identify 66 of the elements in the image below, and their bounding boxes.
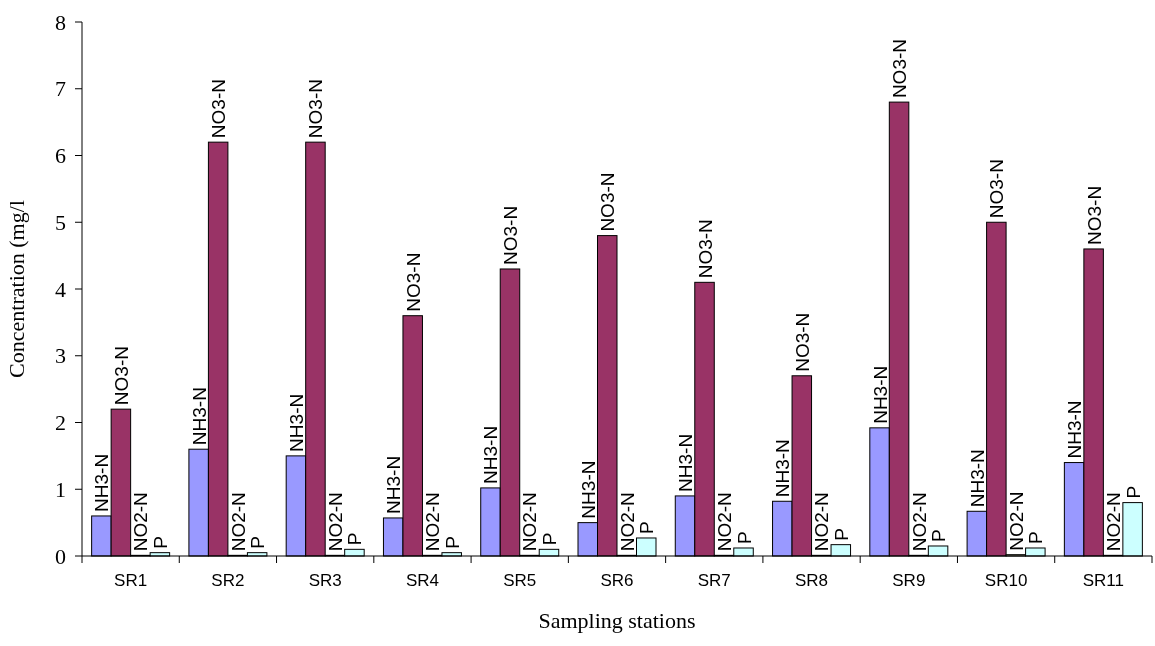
y-axis-title: Concentration (mg/l [4,200,29,378]
x-tick-label: SR10 [984,571,1028,590]
text: NO3-N [499,205,521,265]
y-tick-label: 6 [55,143,66,169]
text: P [1122,485,1144,499]
text: NO3-N [986,159,1008,219]
text: NO3-N [402,252,424,312]
x-tick-label: SR7 [697,571,731,590]
x-tick-label: SR3 [308,571,342,590]
y-tick-label: 7 [55,76,66,102]
text: P [344,532,366,546]
x-tick-label: SR6 [600,571,634,590]
text: NH3-N [188,387,210,446]
text: NO2-N [714,492,736,552]
text: NO2-N [1103,492,1125,552]
text: NH3-N [285,393,307,452]
text: NH3-N [1064,400,1086,459]
x-tick-label: SR2 [211,571,245,590]
text: NO2-N [227,492,249,552]
text: P [538,532,560,546]
text: NO2-N [130,492,152,552]
text: P [1025,531,1047,544]
y-tick-label: 8 [55,9,66,35]
text: NH3-N [383,455,405,514]
text: NO3-N [110,346,132,406]
y-tick-label: 3 [55,343,66,369]
text: NO3-N [791,312,813,372]
y-tick-label: 0 [55,543,66,569]
text: NO2-N [1005,491,1027,551]
text: NO3-N [208,79,230,139]
y-tick-label: 4 [55,276,66,302]
text: NO3-N [305,79,327,139]
text: NO2-N [811,492,833,552]
x-tick-label: SR11 [1082,571,1124,590]
text: NO2-N [422,492,444,552]
x-tick-label: SR5 [503,571,537,590]
text: P [830,527,852,541]
text: P [149,535,171,549]
text: NH3-N [772,439,794,498]
x-axis-title: Sampling stations [538,608,696,633]
text: NO2-N [908,492,930,552]
text: P [247,535,269,549]
x-tick-label: SR1 [114,571,148,590]
text: P [733,531,755,544]
x-tick-label: SR4 [405,571,439,590]
text: NO3-N [1083,185,1105,245]
text: NH3-N [480,425,502,484]
y-tick-label: 2 [55,410,66,436]
text: NO3-N [889,38,911,99]
text: NO2-N [324,492,346,552]
text: NH3-N [966,449,988,508]
text: NO2-N [519,492,541,552]
text: NO2-N [616,492,638,552]
y-tick-label: 5 [55,209,66,235]
text: NH3-N [577,460,599,519]
text: NO3-N [694,219,716,279]
text: NH3-N [869,365,891,424]
text: P [928,529,950,542]
x-tick-label: SR9 [892,571,926,590]
text: NH3-N [675,433,697,492]
text: P [441,535,463,549]
text: NO3-N [597,172,619,232]
text: NH3-N [91,453,113,512]
y-tick-label: 1 [55,476,66,502]
x-tick-label: SR8 [795,571,829,590]
text: P [636,521,658,534]
